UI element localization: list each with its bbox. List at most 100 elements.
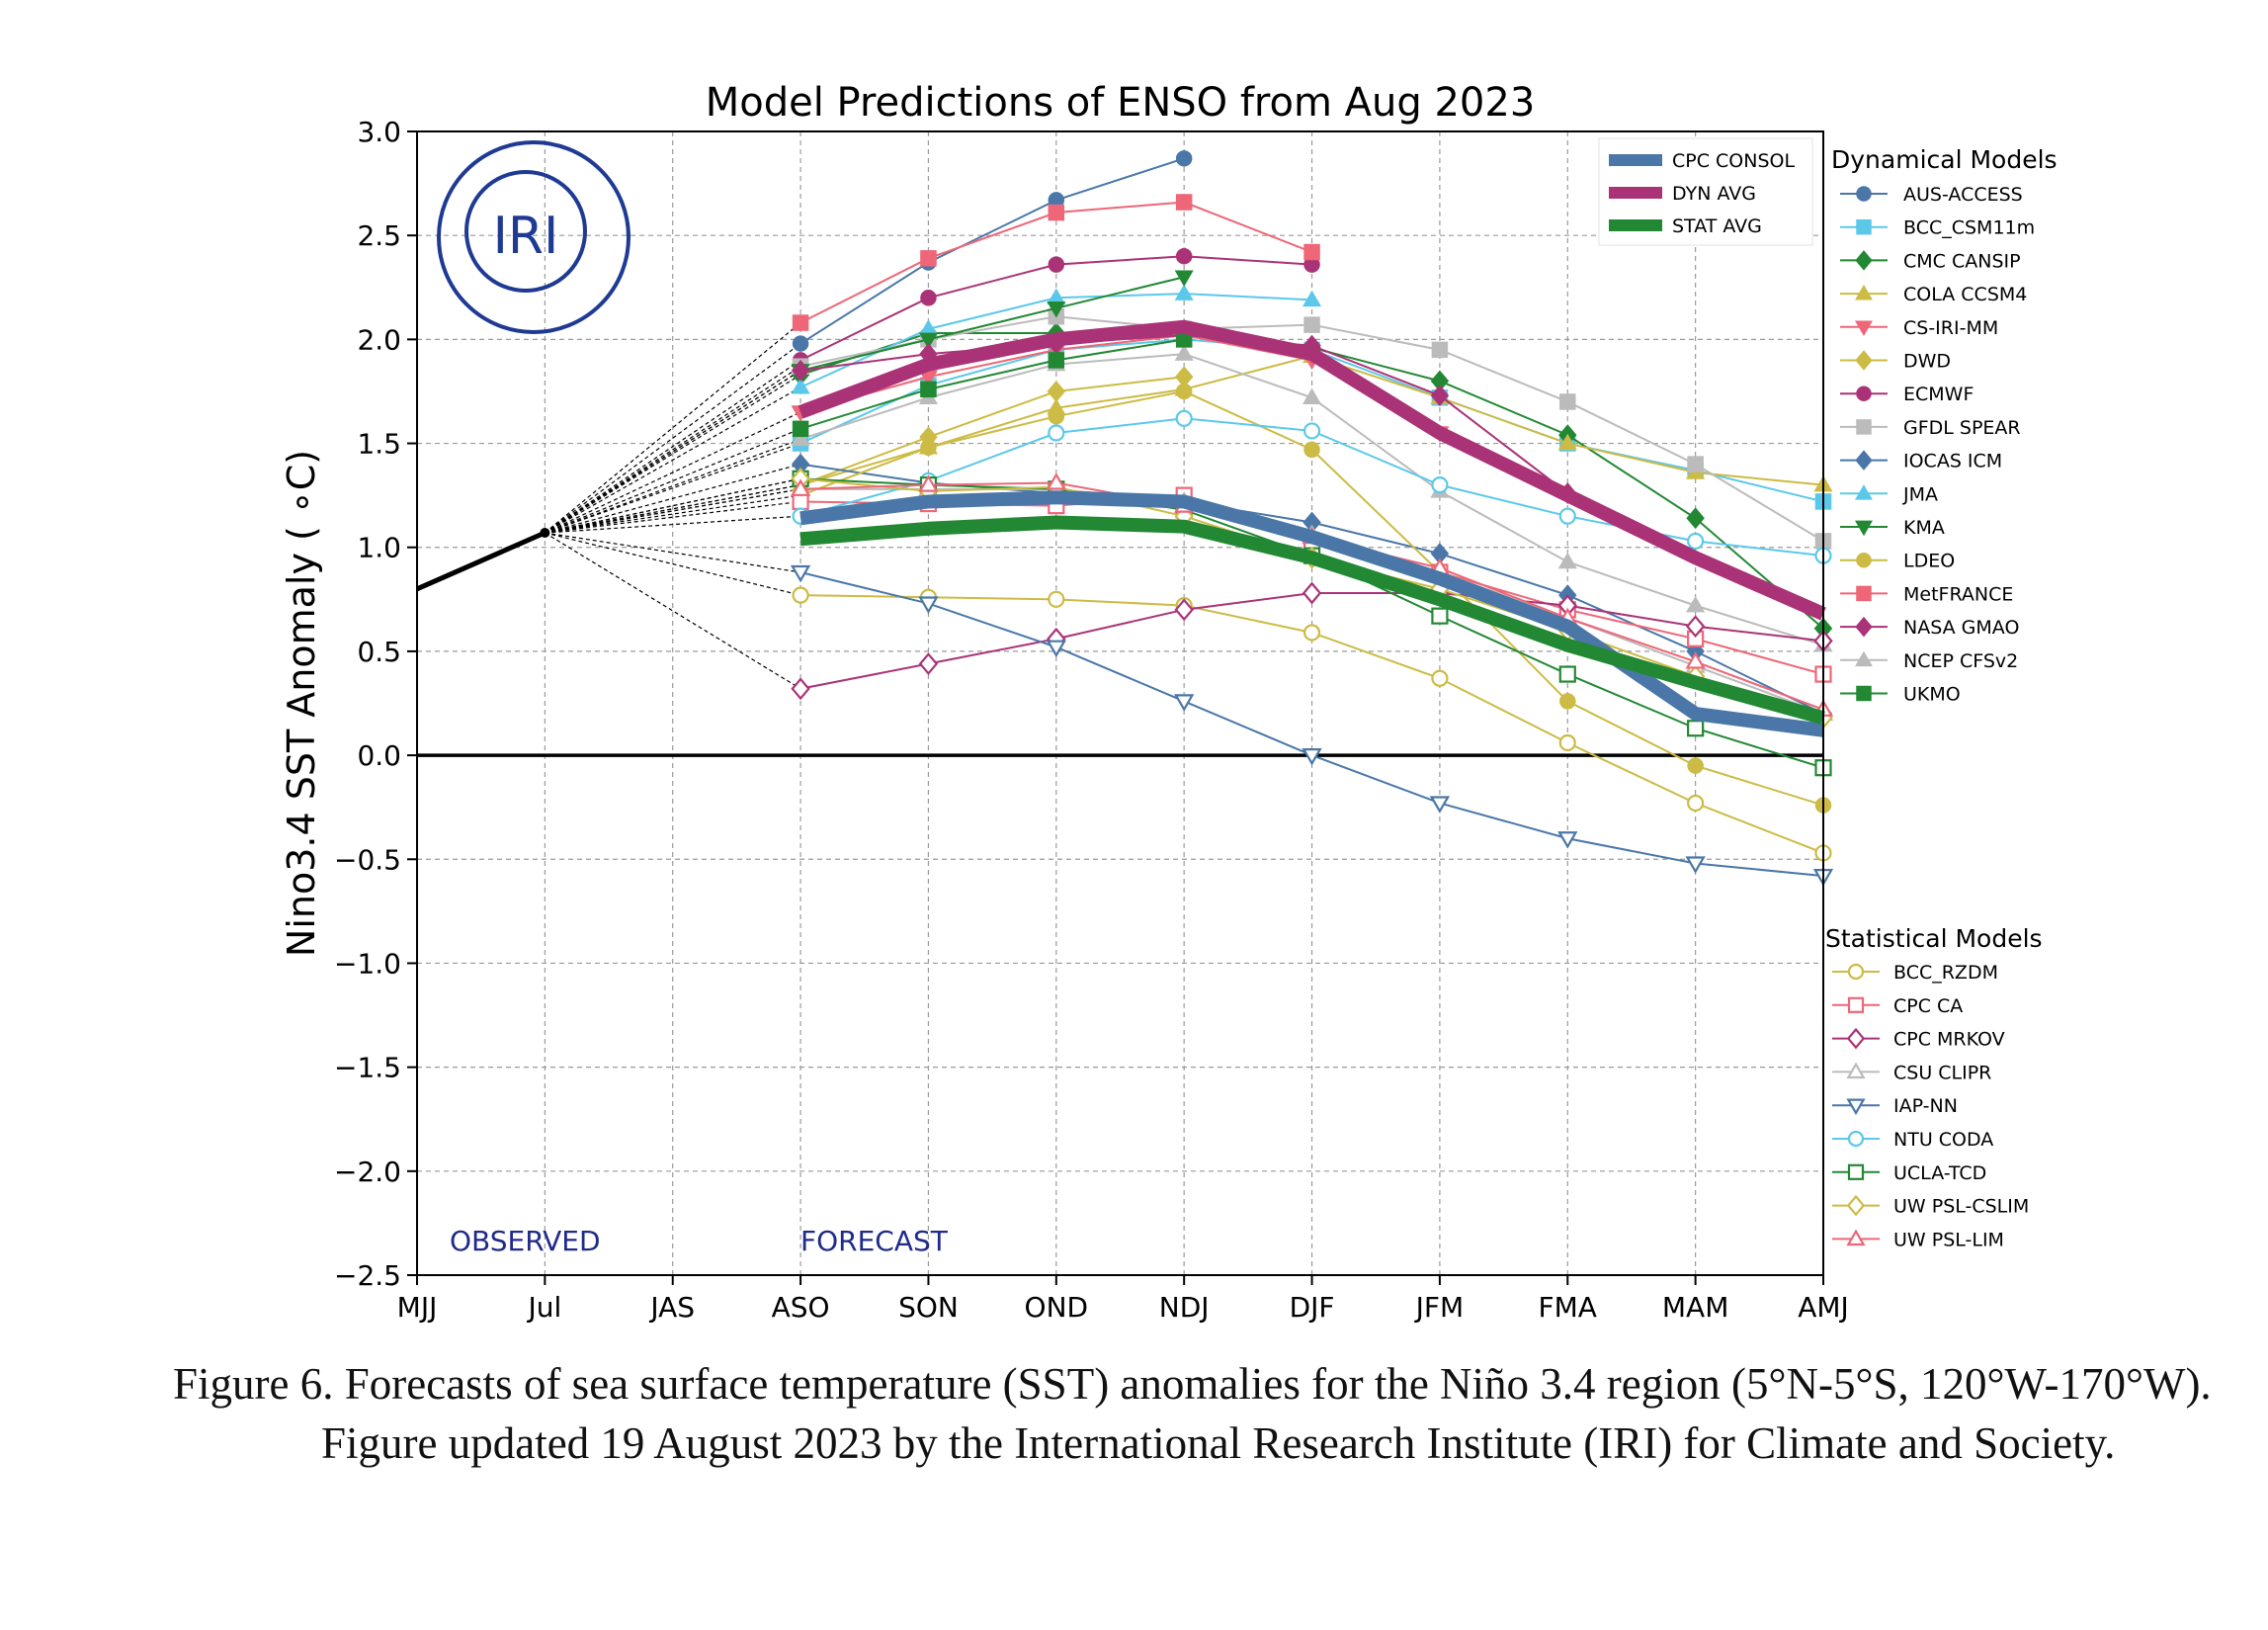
point-ntu-coda (1431, 476, 1449, 494)
point-gfdl-spear (1303, 316, 1320, 333)
legend-marker-uw-psl-cslim (1846, 1194, 1866, 1217)
forecast-connector-lines (544, 322, 801, 690)
point-aus-access (792, 335, 809, 352)
point-cmc-cansip (1686, 507, 1705, 530)
observed-point (540, 528, 550, 539)
legend-marker-dwd (1855, 350, 1873, 371)
legend-label-aus-access: AUS-ACCESS (1903, 184, 2023, 206)
legend-marker-iocas-icm (1855, 450, 1873, 471)
avg-line-cpc-consol (799, 490, 1824, 737)
legend-label-ucla-tcd: UCLA-TCD (1893, 1162, 1986, 1184)
point-uw-psl-lim (1685, 650, 1706, 669)
legend-marker-ukmo (1856, 685, 1872, 702)
point-ncep-cfsv2 (1302, 387, 1322, 405)
point-iap-nn (1429, 796, 1451, 814)
legend-marker-cola-ccsm4 (1854, 284, 1874, 300)
point-jma (791, 378, 810, 394)
point-gfdl-spear (1687, 456, 1704, 472)
point-bcc-rzdm (792, 586, 809, 604)
point-iap-nn (1174, 694, 1195, 712)
connector-cpc-ca (545, 500, 801, 534)
point-metfrance (1048, 204, 1065, 221)
connector-uw-psl-cslim (545, 477, 801, 534)
chart-title: Model Predictions of ENSO from Aug 2023 (706, 80, 1536, 126)
point-metfrance (920, 250, 937, 267)
y-tick-label: −1.0 (334, 947, 401, 980)
point-bcc-rzdm (1687, 794, 1705, 813)
legend-label-cmc-cansip: CMC CANSIP (1903, 250, 2021, 272)
point-jma (1302, 290, 1322, 307)
point-cpc-mrkov (791, 677, 810, 701)
logo-text: IRI (493, 207, 559, 266)
legend-marker-gfdl-spear (1856, 419, 1872, 435)
x-tick-label: Jul (526, 1291, 561, 1324)
legend-label-uw-psl-lim: UW PSL-LIM (1893, 1229, 2004, 1250)
legend-marker-cpc-ca (1847, 996, 1865, 1013)
legend-statistical-title: Statistical Models (1825, 924, 2043, 953)
x-tick-label: OND (1025, 1291, 1089, 1324)
point-uw-psl-lim (1046, 472, 1066, 490)
series-line-dwd (799, 376, 1185, 486)
y-tick-label: −2.5 (334, 1259, 401, 1292)
x-tick-label: MJJ (397, 1291, 438, 1324)
point-gfdl-spear (1559, 393, 1576, 410)
legend-label-bcc-csm11m: BCC_CSM11m (1903, 217, 2035, 239)
x-tick-label: NDJ (1159, 1291, 1210, 1324)
y-tick-label: 1.5 (357, 428, 401, 461)
legend-label-ntu-coda: NTU CODA (1893, 1129, 1993, 1151)
legend-label-ukmo: UKMO (1903, 684, 1961, 706)
point-cola-ccsm4 (1557, 433, 1577, 451)
connector-iocas-icm (545, 464, 801, 534)
legend-marker-csu-clipr (1846, 1062, 1866, 1079)
point-ncep-cfsv2 (1174, 344, 1194, 361)
legend-label-metfrance: MetFRANCE (1903, 583, 2013, 605)
series-line-kma (799, 276, 1185, 372)
legend-label-kma: KMA (1903, 517, 1945, 539)
point-ecmwf (1048, 256, 1065, 273)
logo-outer-ring (437, 140, 630, 334)
legend-label-ldeo: LDEO (1903, 551, 1955, 572)
point-cpc-mrkov (1174, 598, 1194, 622)
y-tick-label: 2.5 (357, 219, 401, 252)
average-series (798, 319, 1826, 737)
legend-label-cs-iri-mm: CS-IRI-MM (1903, 317, 1998, 339)
point-ntu-coda (1687, 532, 1705, 551)
connector-ukmo (545, 428, 801, 534)
point-ldeo (920, 439, 937, 457)
connector-aus-access (545, 343, 801, 534)
legend-label-uw-psl-cslim: UW PSL-CSLIM (1893, 1196, 2029, 1218)
point-ntu-coda (1048, 424, 1065, 442)
y-tick-label: 3.0 (357, 116, 401, 148)
connector-ldeo (545, 494, 801, 534)
legend-label-dyn-avg: DYN AVG (1672, 183, 1756, 205)
legend-marker-kma (1854, 520, 1874, 537)
x-tick-label: JFM (1414, 1291, 1465, 1324)
connector-bcc-csm11m (545, 442, 801, 534)
point-ukmo (792, 420, 809, 438)
y-tick-label: 0.5 (357, 636, 401, 668)
point-nasa-gmao (1430, 385, 1450, 407)
legend-marker-cs-iri-mm (1854, 320, 1874, 336)
observed-series (415, 528, 550, 592)
point-bcc-rzdm (1558, 733, 1576, 752)
series-line-aus-access (799, 157, 1185, 345)
legend-marker-uw-psl-lim (1846, 1229, 1866, 1246)
legend-marker-ldeo (1856, 552, 1872, 568)
legend-marker-ncep-cfsv2 (1854, 650, 1874, 667)
point-iap-nn (790, 564, 811, 583)
grid (416, 130, 1824, 1276)
point-bcc-rzdm (1431, 669, 1449, 687)
legend-marker-nasa-gmao (1855, 616, 1873, 638)
point-uw-psl-lim (918, 474, 939, 492)
series-iap-nn (790, 564, 1834, 887)
point-ecmwf (920, 290, 937, 306)
point-ukmo (920, 381, 937, 398)
point-ldeo (1303, 441, 1320, 459)
legend-label-ecmwf: ECMWF (1903, 384, 1974, 405)
legend-marker-aus-access (1856, 186, 1872, 202)
point-ncep-cfsv2 (1557, 552, 1577, 569)
point-kma (1047, 301, 1066, 318)
logo-inner-ring (464, 170, 587, 293)
legend-label-jma: JMA (1902, 483, 1938, 505)
avg-line-dyn-avg (798, 319, 1826, 621)
